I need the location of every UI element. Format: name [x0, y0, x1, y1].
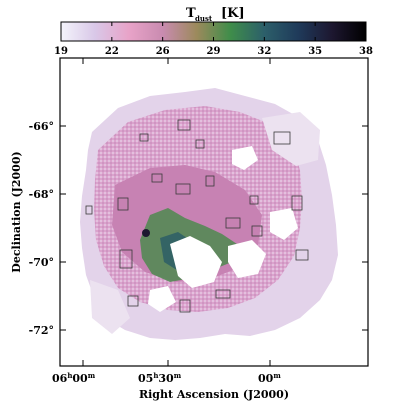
colorbar-tick-label: 32 — [257, 46, 271, 57]
dec-tick-label: -70° — [29, 256, 54, 269]
colorbar-tick-label: 22 — [105, 46, 119, 57]
contour-outlines — [85, 119, 309, 313]
ra-tick-label: 06h00m — [52, 371, 96, 385]
colorbar-title: T dust [K] — [186, 6, 245, 23]
hottest-spot — [142, 229, 150, 237]
dec-tick-labels: -66° -68° -70° -72° — [29, 120, 54, 337]
colorbar-title-sub: dust — [195, 14, 213, 23]
dec-tick-label: -66° — [29, 120, 54, 133]
map-tick-marks — [60, 58, 368, 366]
colorbar-tick-label: 19 — [54, 46, 68, 57]
colorbar-title-unit: [K] — [221, 6, 245, 21]
colorbar-tick-label: 29 — [207, 46, 221, 57]
emission-region-pale — [262, 112, 320, 166]
dec-tick-label: -68° — [29, 188, 54, 201]
colorbar-tick-label: 35 — [308, 46, 322, 57]
colorbar-tick-label: 38 — [359, 46, 373, 57]
y-axis-label: Declination (J2000) — [10, 151, 23, 272]
no-data-hole — [170, 236, 222, 288]
x-axis-label: Right Ascension (J2000) — [139, 388, 289, 401]
no-data-hole — [228, 240, 266, 278]
no-data-hole — [232, 146, 258, 170]
no-data-hole — [148, 286, 176, 312]
dec-tick-label: -72° — [29, 324, 54, 337]
ra-tick-label: 00m — [258, 371, 281, 385]
emission-region-pale — [90, 280, 130, 334]
colorbar-ticks — [60, 22, 367, 41]
dust-map-image — [60, 58, 368, 366]
ra-tick-label: 05h30m — [138, 371, 182, 385]
no-data-hole — [270, 208, 298, 240]
colorbar-tick-labels: 19 22 26 29 32 35 38 — [54, 46, 373, 57]
colorbar-tick-label: 26 — [156, 46, 170, 57]
map-frame — [59, 57, 369, 367]
colorbar-title-main: T — [186, 6, 196, 21]
ra-tick-labels: 06h00m 05h30m 00m — [52, 371, 281, 385]
